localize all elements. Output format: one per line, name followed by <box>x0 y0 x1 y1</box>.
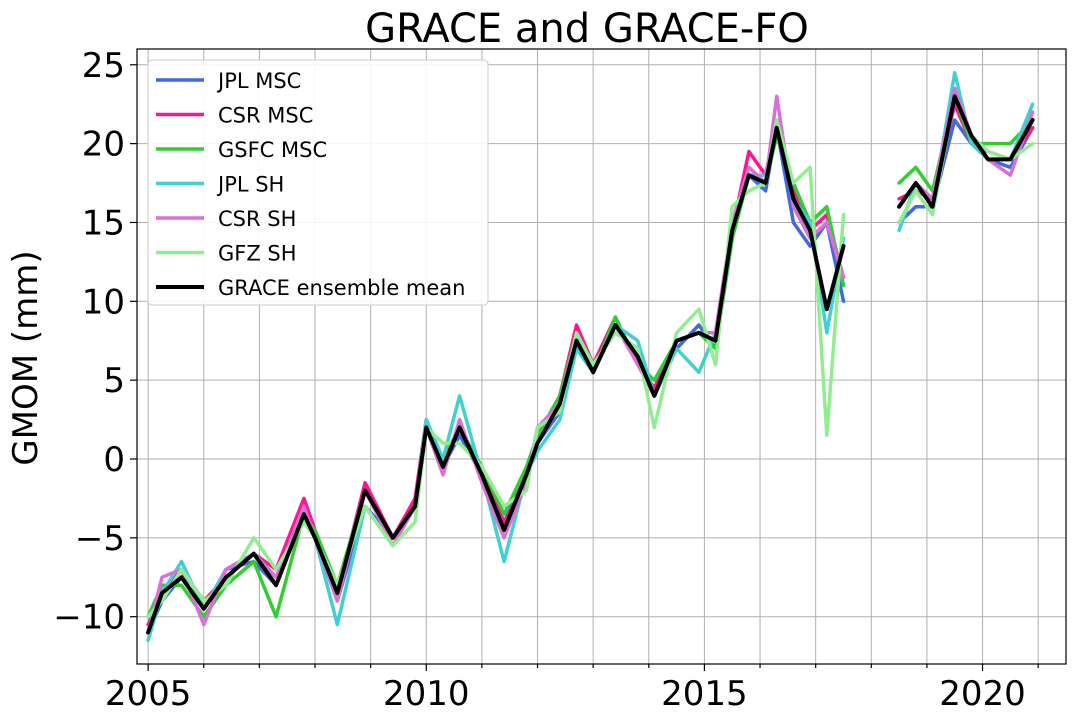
x-tick-label: 2020 <box>939 674 1026 713</box>
legend-label: GFZ SH <box>218 242 297 266</box>
y-tick-label: −5 <box>75 519 125 559</box>
y-tick-label: 0 <box>103 440 125 480</box>
y-tick-label: 15 <box>82 203 125 243</box>
y-tick-label: 25 <box>82 46 125 86</box>
legend: JPL MSC CSR MSC GSFC MSC JPL SH CSR SH GFZ SH… <box>147 59 489 306</box>
y-tick-label: 10 <box>82 282 125 322</box>
legend-label: JPL MSC <box>216 69 301 93</box>
y-tick-label: 5 <box>103 361 125 401</box>
axis-ticks: 2005 2010 2015 2020 −10 −5 0 5 10 15 20 25 <box>53 46 1039 713</box>
legend-box <box>147 59 489 306</box>
y-axis-label: GMOM (mm) <box>6 250 46 465</box>
legend-label: GSFC MSC <box>218 138 327 162</box>
x-tick-label: 2005 <box>105 674 192 713</box>
x-tick-label: 2010 <box>383 674 470 713</box>
legend-label: CSR MSC <box>218 104 313 128</box>
series-lines <box>146 70 1035 643</box>
plot-area <box>146 70 1035 643</box>
series-line <box>146 94 1035 635</box>
legend-label: JPL SH <box>216 173 284 197</box>
y-tick-label: −10 <box>53 598 125 638</box>
x-tick-label: 2015 <box>661 674 748 713</box>
legend-label: CSR SH <box>218 207 296 231</box>
chart-title: GRACE and GRACE-FO <box>365 6 809 52</box>
y-tick-label: 20 <box>82 125 125 165</box>
axis-frame <box>136 48 1067 665</box>
legend-label: GRACE ensemble mean <box>218 276 465 300</box>
